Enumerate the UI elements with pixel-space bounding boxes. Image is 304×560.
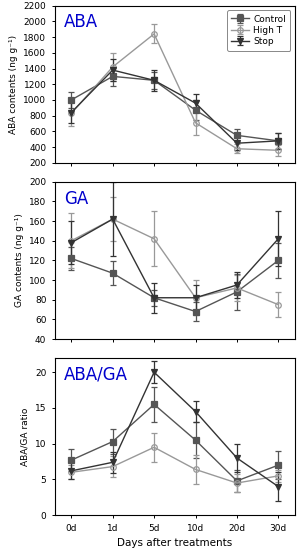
- Y-axis label: GA contents (ng g⁻¹): GA contents (ng g⁻¹): [15, 213, 24, 307]
- Legend: Control, High T, Stop: Control, High T, Stop: [227, 10, 290, 50]
- Y-axis label: ABA contents (ng g⁻¹): ABA contents (ng g⁻¹): [9, 35, 18, 134]
- Text: ABA/GA: ABA/GA: [64, 366, 128, 384]
- Text: ABA: ABA: [64, 13, 98, 31]
- X-axis label: Days after treatments: Days after treatments: [117, 538, 233, 548]
- Y-axis label: ABA/GA ratio: ABA/GA ratio: [20, 407, 29, 466]
- Text: GA: GA: [64, 190, 88, 208]
